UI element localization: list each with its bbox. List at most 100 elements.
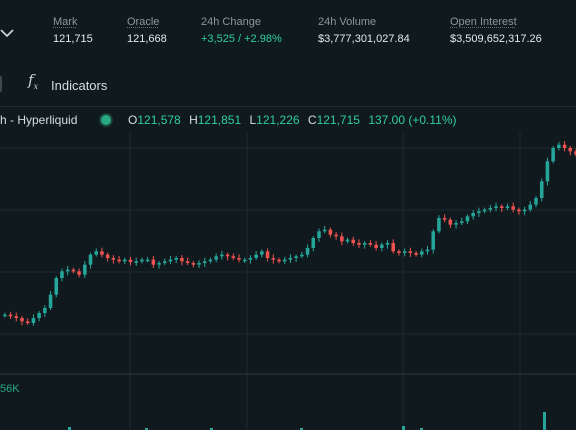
candle-body — [334, 234, 338, 237]
stat-mark-value: 121,715 — [53, 33, 93, 45]
candle-body — [123, 259, 127, 262]
candle-body — [31, 318, 36, 323]
candle-body — [180, 258, 184, 262]
volume-bar — [68, 427, 71, 430]
candle-body — [557, 144, 561, 148]
candle-body — [288, 258, 293, 260]
open-value: 121,578 — [137, 113, 181, 127]
candle-body — [43, 308, 47, 313]
stat-oracle-value: 121,668 — [127, 33, 167, 45]
volume-bar — [145, 428, 148, 430]
low-value: 121,226 — [256, 113, 300, 127]
candle-body — [574, 151, 576, 155]
candle-body — [300, 254, 304, 257]
candle-body — [248, 258, 253, 260]
stat-oracle-label: Oracle — [127, 16, 160, 28]
stat-24h-volume-label: 24h Volume — [318, 16, 377, 28]
candle-body — [260, 251, 264, 255]
stat-24h-change-value: +3,525 / +2.98% — [201, 33, 282, 45]
candle-body — [163, 261, 167, 263]
candle-body — [465, 216, 470, 222]
candle-body — [214, 256, 218, 260]
candle-body — [48, 294, 53, 308]
stat-mark[interactable]: Mark 121,715 — [53, 16, 93, 45]
candle-body — [528, 204, 533, 210]
candle-body — [351, 239, 356, 243]
candle-body — [191, 263, 196, 265]
toolbar-divider — [0, 76, 2, 92]
candle-body — [294, 256, 298, 258]
candle-body — [414, 253, 418, 255]
candle-body — [380, 244, 384, 248]
candle-body — [448, 219, 453, 225]
candle-body — [65, 269, 70, 272]
candle-body — [522, 209, 527, 212]
candle-body — [60, 271, 64, 278]
candle-body — [145, 259, 150, 262]
candle-body — [362, 243, 367, 245]
candle-body — [94, 251, 99, 255]
volume-bar — [543, 412, 546, 430]
stat-24h-volume[interactable]: 24h Volume $3,777,301,027.84 — [318, 16, 410, 45]
stat-24h-volume-value: $3,777,301,027.84 — [318, 33, 410, 45]
candle-body — [534, 198, 538, 205]
candle-body — [14, 316, 19, 318]
candle-body — [88, 254, 93, 265]
candle-body — [83, 264, 87, 275]
high-value: 121,851 — [197, 113, 242, 127]
stat-open-interest[interactable]: Open Interest $3,509,652,317.26 — [450, 16, 542, 45]
candle-body — [8, 314, 13, 317]
close-key: C — [307, 113, 317, 127]
volume-label: 56K — [0, 383, 20, 395]
stat-oracle[interactable]: Oracle 121,668 — [127, 16, 167, 45]
candle-body — [545, 161, 550, 182]
candle-body — [345, 239, 350, 242]
candle-body — [551, 148, 555, 162]
candle-body — [71, 269, 76, 272]
candle-body — [477, 211, 481, 213]
chart-grid — [0, 132, 576, 430]
candle-body — [128, 259, 133, 262]
candle-body — [265, 251, 270, 258]
stat-open-interest-value: $3,509,652,317.26 — [450, 33, 542, 45]
chart-toolbar — [0, 62, 576, 107]
candle-body — [385, 243, 390, 245]
candle-body — [277, 259, 281, 262]
candle-body — [242, 259, 247, 262]
indicators-button[interactable]: Indicators — [51, 78, 108, 93]
stat-24h-change[interactable]: 24h Change +3,525 / +2.98% — [201, 16, 282, 45]
candle-body — [3, 314, 7, 317]
candle-body — [340, 236, 344, 242]
volume-bar — [402, 426, 405, 430]
candle-body — [231, 256, 236, 258]
market-stats-bar: Mark 121,715 Oracle 121,668 24h Change +… — [0, 0, 576, 63]
candle-body — [408, 251, 413, 253]
candle-body — [157, 263, 161, 265]
candle-body — [374, 244, 378, 248]
volume-layer — [68, 412, 546, 430]
high-key: H — [189, 113, 198, 127]
candle-body — [54, 278, 59, 295]
candle-body — [511, 206, 515, 210]
candle-body — [140, 259, 144, 262]
candle-body — [282, 259, 287, 262]
volume-bar — [210, 428, 213, 430]
low-key: L — [249, 113, 257, 127]
candle-body — [100, 251, 104, 255]
candle-body — [505, 206, 510, 208]
candle-body — [317, 231, 321, 238]
function-fx-icon[interactable]: fx — [28, 71, 39, 91]
candle-body — [105, 254, 110, 258]
candle-body — [397, 251, 401, 253]
candles-layer — [3, 141, 576, 326]
candle-body — [77, 271, 81, 275]
candle-body — [471, 213, 475, 217]
chevron-down-icon[interactable] — [0, 27, 14, 39]
candle-body — [391, 243, 396, 252]
candle-body — [311, 238, 316, 248]
open-key: O — [128, 113, 138, 127]
candle-body — [568, 148, 573, 152]
candle-body — [454, 223, 458, 225]
close-value: 121,715 — [316, 113, 360, 127]
